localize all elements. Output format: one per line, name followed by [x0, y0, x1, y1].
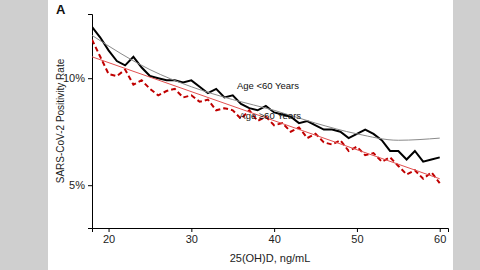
fit-line [92, 57, 440, 179]
chart: 20 30 40 50 60 5% 10% Age <60 Years Age ≥60 Year… [0, 0, 480, 270]
series-line [92, 40, 440, 183]
x-tick: 30 [186, 228, 198, 245]
y-axis-title: SARS-CoV-2 Positivity Rate [55, 58, 66, 183]
x-tick: 20 [103, 228, 115, 245]
panel [48, 0, 453, 270]
x-tick-mark [440, 228, 441, 232]
x-tick: 60 [434, 228, 446, 245]
annotation: Age ≥60 Years [239, 110, 301, 121]
y-tick: 5% [69, 179, 92, 191]
y-tick: 10% [63, 72, 92, 84]
annotation: Age <60 Years [237, 80, 299, 91]
title: A [56, 2, 66, 17]
x-tick: 40 [269, 228, 281, 245]
series-line [92, 27, 440, 162]
x-axis-line [93, 229, 449, 233]
x-tick-mark [274, 228, 275, 232]
x-tick-label: 40 [269, 233, 281, 245]
y-tick-mark [88, 78, 92, 79]
x-axis-title: 25(OH)D, ng/mL [230, 252, 311, 264]
x-axis: 20 30 40 50 60 [93, 228, 449, 245]
x-tick-label: 20 [103, 233, 115, 245]
y-axis: 5% 10% [63, 15, 93, 229]
y-tick-label: 10% [63, 72, 85, 84]
x-tick-label: 60 [434, 233, 446, 245]
y-tick-mark [88, 185, 92, 186]
y-tick-label: 5% [69, 179, 85, 191]
y-axis-line [88, 15, 93, 229]
x-tick-mark [109, 228, 110, 232]
x-tick: 50 [351, 228, 363, 245]
x-tick-label: 30 [186, 233, 198, 245]
fit-line [92, 35, 440, 140]
x-tick-mark [357, 228, 358, 232]
lines [92, 27, 440, 183]
x-tick-label: 50 [351, 233, 363, 245]
x-tick-mark [191, 228, 192, 232]
